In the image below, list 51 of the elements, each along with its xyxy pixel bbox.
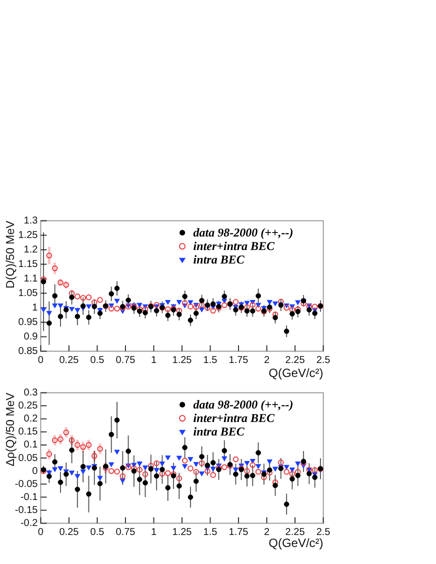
legend-label: intra BEC xyxy=(193,252,246,266)
y-tick-label: 1.2 xyxy=(24,244,38,256)
y-axis-title: D(Q)/50 MeV xyxy=(5,220,18,288)
y-tick-label: 0.25 xyxy=(18,400,38,412)
x-axis-title: Q(GeV/c²) xyxy=(268,536,324,550)
y-tick-label: 0.1 xyxy=(24,440,38,451)
y-tick-label: 0.2 xyxy=(24,414,38,425)
x-tick-label: 1.25 xyxy=(172,527,192,538)
x-tick-label: 1.25 xyxy=(172,355,192,366)
x-tick-label: 1.5 xyxy=(203,527,218,538)
y-tick-label: 1.05 xyxy=(18,288,38,300)
y-tick-label: 0.15 xyxy=(18,426,38,438)
y-tick-label: 0.85 xyxy=(18,346,38,358)
y-tick-label: -0.2 xyxy=(20,518,38,530)
x-axis-title: Q(GeV/c²) xyxy=(268,366,324,380)
y-tick-label: 1.15 xyxy=(18,258,38,270)
x-tick-label: 0.25 xyxy=(59,355,80,366)
y-tick-label: -0.1 xyxy=(20,492,38,503)
y-tick-label: -0.05 xyxy=(14,478,38,490)
y-tick-label: 1.25 xyxy=(18,230,38,241)
y-tick-label: 1 xyxy=(32,302,38,314)
x-tick-label: 2.5 xyxy=(316,527,331,538)
x-tick-label: 2 xyxy=(264,355,270,366)
y-tick-label: 0 xyxy=(32,466,38,477)
x-tick-label: 2.5 xyxy=(316,355,331,366)
x-tick-label: 1.75 xyxy=(228,355,249,366)
y-tick-label: 1.1 xyxy=(24,273,38,284)
x-tick-label: 2.25 xyxy=(285,527,306,538)
y-tick-label: 0.05 xyxy=(18,452,38,464)
y-tick-label: -0.15 xyxy=(14,504,38,516)
y-tick-label: 1.3 xyxy=(24,215,38,226)
legend-label: inter+intra BEC xyxy=(193,410,276,425)
legend-label: data 98-2000 (++,--) xyxy=(193,397,294,412)
legend-label: data 98-2000 (++,--) xyxy=(193,225,294,240)
y-tick-label: 0.95 xyxy=(18,317,38,328)
y-axis-title: Δρ(Q)/50 MeV xyxy=(5,392,18,466)
x-tick-label: 1.5 xyxy=(203,355,218,366)
legend-label: intra BEC xyxy=(193,424,246,438)
x-tick-label: 0.5 xyxy=(90,527,105,538)
y-tick-label: 0.9 xyxy=(24,332,38,343)
x-tick-label: 2.25 xyxy=(285,355,306,366)
x-tick-label: 2 xyxy=(264,527,270,538)
x-tick-label: 1.75 xyxy=(228,527,249,538)
x-tick-label: 0.75 xyxy=(116,355,136,366)
x-tick-label: 0.5 xyxy=(90,355,105,366)
legend-label: inter+intra BEC xyxy=(193,238,276,253)
x-tick-label: 1 xyxy=(150,527,157,538)
x-tick-label: 0.25 xyxy=(59,527,80,538)
x-tick-label: 0.75 xyxy=(116,527,136,538)
x-tick-label: 1 xyxy=(150,355,157,366)
y-tick-label: 0.3 xyxy=(24,387,38,398)
